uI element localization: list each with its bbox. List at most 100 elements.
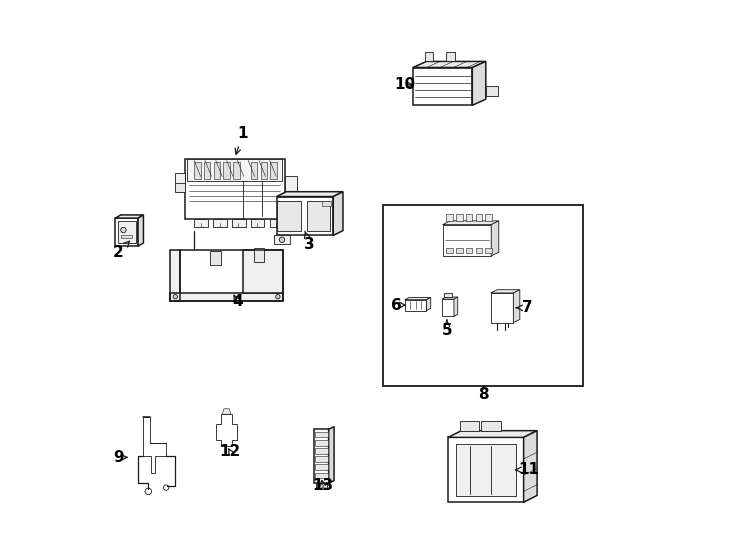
Polygon shape xyxy=(315,432,327,437)
Polygon shape xyxy=(204,162,211,179)
Polygon shape xyxy=(115,218,138,246)
Polygon shape xyxy=(485,214,492,221)
Polygon shape xyxy=(442,299,454,316)
Polygon shape xyxy=(413,62,486,68)
Polygon shape xyxy=(270,162,277,179)
Polygon shape xyxy=(277,201,301,231)
Polygon shape xyxy=(444,293,452,297)
Polygon shape xyxy=(456,214,462,221)
Text: 13: 13 xyxy=(312,478,333,494)
Polygon shape xyxy=(216,414,237,446)
Polygon shape xyxy=(442,297,458,299)
Text: 11: 11 xyxy=(515,462,539,477)
Polygon shape xyxy=(333,192,343,235)
Polygon shape xyxy=(404,298,431,300)
Text: 8: 8 xyxy=(478,387,488,402)
Polygon shape xyxy=(476,248,482,253)
Polygon shape xyxy=(170,293,283,301)
Polygon shape xyxy=(211,251,221,265)
Polygon shape xyxy=(195,219,208,227)
Polygon shape xyxy=(513,289,520,322)
Polygon shape xyxy=(446,248,453,253)
Polygon shape xyxy=(121,235,132,238)
Polygon shape xyxy=(222,409,231,414)
Polygon shape xyxy=(315,472,327,478)
Polygon shape xyxy=(277,192,343,197)
Polygon shape xyxy=(270,219,283,227)
Polygon shape xyxy=(251,219,264,227)
Text: 1: 1 xyxy=(235,126,248,154)
Polygon shape xyxy=(185,159,285,219)
Polygon shape xyxy=(486,86,498,96)
Polygon shape xyxy=(315,464,327,470)
Polygon shape xyxy=(490,293,513,322)
Polygon shape xyxy=(223,162,230,179)
Text: 2: 2 xyxy=(113,241,129,260)
Polygon shape xyxy=(460,421,479,431)
Text: 7: 7 xyxy=(516,300,533,315)
Polygon shape xyxy=(329,427,334,483)
Polygon shape xyxy=(456,444,515,496)
Polygon shape xyxy=(523,431,537,502)
Text: 4: 4 xyxy=(232,294,243,309)
Polygon shape xyxy=(115,215,143,218)
Polygon shape xyxy=(466,248,472,253)
Polygon shape xyxy=(175,173,185,184)
Polygon shape xyxy=(261,162,267,179)
Polygon shape xyxy=(315,456,327,462)
Polygon shape xyxy=(307,201,330,231)
Polygon shape xyxy=(443,225,491,256)
Polygon shape xyxy=(448,437,523,502)
Polygon shape xyxy=(322,201,331,206)
Polygon shape xyxy=(274,235,290,244)
Polygon shape xyxy=(476,214,482,221)
Polygon shape xyxy=(213,219,227,227)
Polygon shape xyxy=(426,298,431,310)
Polygon shape xyxy=(277,197,333,235)
Circle shape xyxy=(279,237,285,242)
Circle shape xyxy=(173,295,178,299)
Polygon shape xyxy=(454,297,458,316)
Polygon shape xyxy=(482,421,501,431)
Polygon shape xyxy=(175,183,185,192)
Polygon shape xyxy=(232,219,245,227)
Polygon shape xyxy=(315,440,327,445)
Polygon shape xyxy=(315,448,327,454)
Text: 12: 12 xyxy=(219,444,241,460)
Polygon shape xyxy=(448,431,537,437)
Polygon shape xyxy=(170,249,180,301)
Polygon shape xyxy=(313,429,329,483)
Polygon shape xyxy=(254,248,264,262)
Polygon shape xyxy=(243,249,283,293)
Polygon shape xyxy=(143,417,166,472)
Polygon shape xyxy=(490,289,520,293)
Polygon shape xyxy=(214,162,220,179)
Text: 10: 10 xyxy=(394,77,415,92)
Polygon shape xyxy=(413,68,472,105)
Polygon shape xyxy=(472,62,486,105)
Polygon shape xyxy=(443,221,499,225)
Polygon shape xyxy=(425,52,433,62)
Polygon shape xyxy=(117,221,136,243)
Polygon shape xyxy=(187,159,282,181)
Polygon shape xyxy=(466,214,472,221)
Polygon shape xyxy=(446,214,453,221)
Polygon shape xyxy=(233,162,239,179)
Polygon shape xyxy=(404,300,426,310)
Polygon shape xyxy=(195,162,200,179)
Text: 9: 9 xyxy=(113,450,127,465)
Text: 3: 3 xyxy=(304,231,315,252)
Polygon shape xyxy=(138,215,143,246)
Text: 6: 6 xyxy=(390,298,405,313)
Polygon shape xyxy=(485,248,492,253)
Polygon shape xyxy=(251,162,258,179)
Polygon shape xyxy=(456,248,462,253)
Circle shape xyxy=(121,227,126,233)
Polygon shape xyxy=(446,52,455,62)
Text: 5: 5 xyxy=(442,320,452,338)
Polygon shape xyxy=(285,176,297,194)
Circle shape xyxy=(319,484,323,488)
Polygon shape xyxy=(316,483,327,489)
Polygon shape xyxy=(491,221,499,256)
Circle shape xyxy=(276,295,280,299)
